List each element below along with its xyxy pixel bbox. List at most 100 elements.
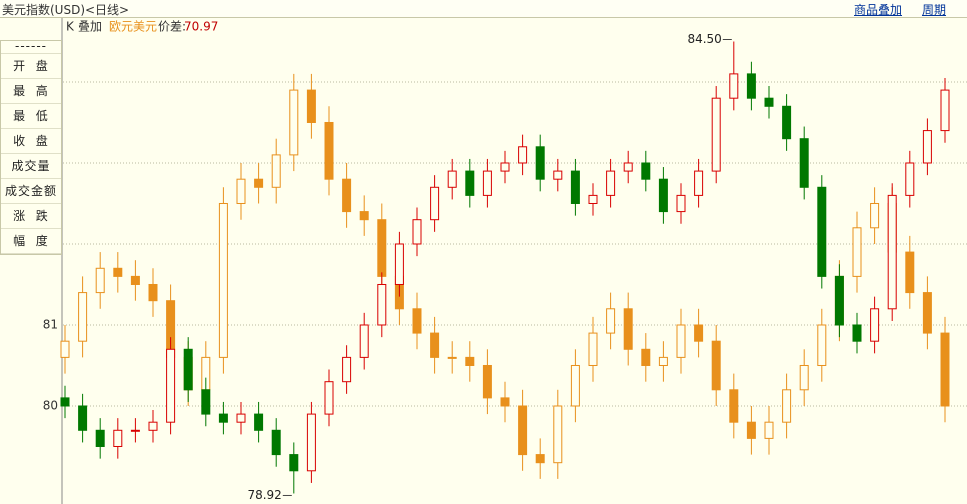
panel-item[interactable]: 最 低 <box>1 104 61 129</box>
candle-body <box>676 194 686 213</box>
candle-body <box>254 413 264 431</box>
panel-item[interactable]: 收 盘 <box>1 129 61 154</box>
candle-body <box>236 413 246 423</box>
panel-item[interactable]: 成交金额 <box>1 179 61 204</box>
candle-body <box>535 454 545 464</box>
candle-body <box>570 364 580 407</box>
candle-body <box>588 194 598 204</box>
candle-body <box>782 105 792 140</box>
candle-body <box>218 202 228 358</box>
candle-body <box>113 429 123 447</box>
candle-body <box>834 275 844 326</box>
candle-body <box>676 324 686 358</box>
legend-k: K <box>66 20 75 34</box>
side-panel: ------ 开 盘最 高最 低收 盘成交量 成交金额涨 跌幅 度 <box>0 40 62 255</box>
candle-body <box>588 332 598 366</box>
candle-body <box>641 348 651 366</box>
panel-item[interactable]: 开 盘 <box>1 54 61 79</box>
candle-body <box>342 178 352 213</box>
candle-body <box>289 454 299 472</box>
legend-spread: 70.97 <box>184 20 218 34</box>
candle-body <box>447 170 457 188</box>
candle-body <box>342 356 352 383</box>
y-tick-label: 80 <box>43 398 58 412</box>
candle-body <box>799 138 809 188</box>
candle-body <box>324 121 334 180</box>
candle-body <box>518 146 528 164</box>
candle-body <box>394 243 404 285</box>
candle-body <box>412 219 422 245</box>
candle-body <box>729 73 739 99</box>
candle-body <box>729 389 739 423</box>
candle-body <box>817 186 827 277</box>
candle-body <box>870 202 880 229</box>
candle-body <box>148 421 158 431</box>
candle-body <box>940 332 950 407</box>
candle-body <box>553 405 563 464</box>
candle-body <box>799 364 809 391</box>
dash: ------ <box>1 40 61 54</box>
candle-body <box>623 308 633 350</box>
candle-body <box>570 170 580 204</box>
link[interactable]: 商品叠加 <box>854 3 903 17</box>
candle-body <box>606 308 616 334</box>
candle-body <box>764 97 774 107</box>
candle-body <box>711 97 721 172</box>
annotation: 84.50 <box>687 32 721 46</box>
candle-body <box>324 381 334 415</box>
candle-body <box>905 162 915 196</box>
candle-body <box>606 170 616 196</box>
candle-body <box>500 162 510 172</box>
candle-body <box>465 356 475 366</box>
candle-body <box>764 421 774 439</box>
candle-body <box>254 178 264 188</box>
candle-body <box>746 421 756 439</box>
candle-body <box>641 162 651 180</box>
candle-body <box>377 283 387 326</box>
candle-body <box>166 348 176 423</box>
candle-body <box>60 397 70 407</box>
candle-body <box>271 429 281 456</box>
candle-body <box>482 170 492 196</box>
panel-item[interactable]: 最 高 <box>1 79 61 104</box>
candle-body <box>359 324 369 358</box>
candle-body <box>113 267 123 277</box>
candle-body <box>623 162 633 172</box>
candle-body <box>746 73 756 99</box>
panel-item[interactable]: 幅 度 <box>1 229 61 254</box>
candle-body <box>148 283 158 302</box>
candle-body <box>870 308 880 342</box>
candle-body <box>465 170 475 196</box>
candle-body <box>306 413 316 472</box>
candle-body <box>430 186 440 221</box>
candle-body <box>306 89 316 123</box>
candle-body <box>130 429 140 432</box>
candle-body <box>447 356 457 359</box>
candle-body <box>218 413 228 423</box>
candle-body <box>130 275 140 285</box>
candle-body <box>922 130 932 164</box>
candle-body <box>658 178 668 213</box>
link[interactable]: 周期 <box>922 3 947 17</box>
candle-body <box>694 170 704 196</box>
candle-body <box>359 211 369 221</box>
title: 美元指数(USD)<日线> <box>2 3 130 17</box>
panel-item[interactable]: 成交量 <box>1 154 61 179</box>
legend-spread-label: 价差: <box>158 20 186 34</box>
candle-body <box>412 308 422 334</box>
candle-body <box>183 348 193 391</box>
candle-body <box>518 405 528 456</box>
candle-body <box>852 227 862 277</box>
candle-body <box>95 267 105 294</box>
y-tick-label: 81 <box>43 317 58 331</box>
candle-body <box>78 292 88 342</box>
candle-body <box>271 154 281 188</box>
candle-body <box>60 340 70 358</box>
candle-body <box>201 389 211 415</box>
candle-body <box>711 340 721 391</box>
candle-body <box>78 405 88 431</box>
candle-body <box>817 324 827 366</box>
candle-body <box>553 170 563 180</box>
panel-item[interactable]: 涨 跌 <box>1 204 61 229</box>
